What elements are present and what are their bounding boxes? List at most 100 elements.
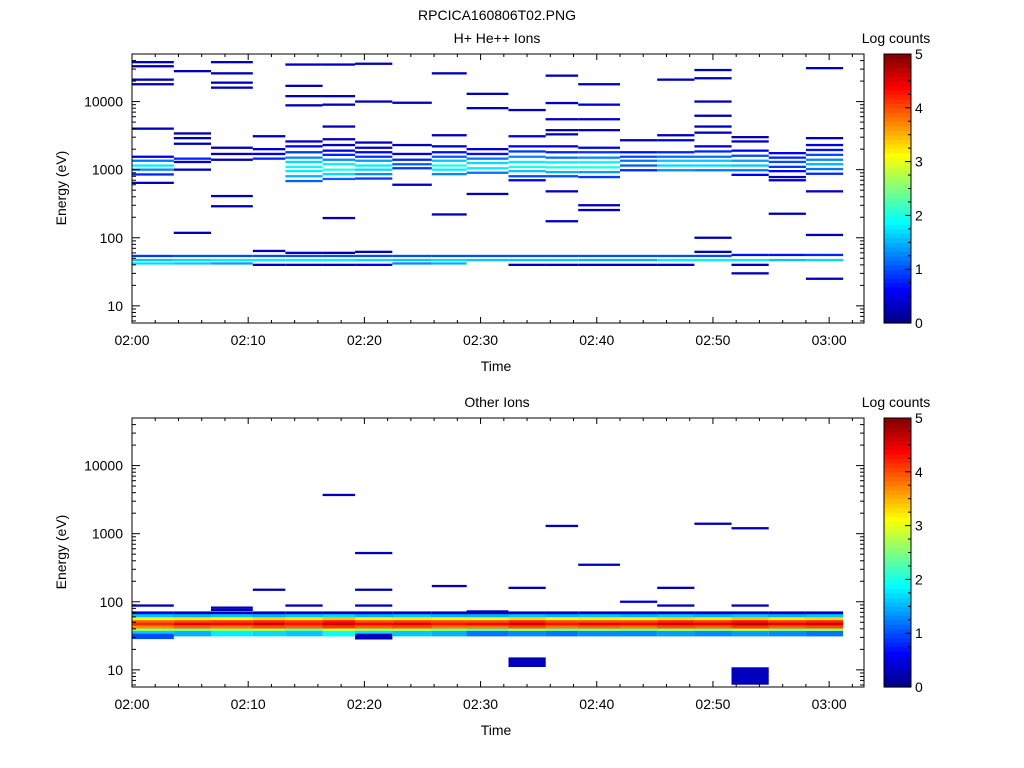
heatmap-cell xyxy=(355,611,393,617)
x-tick-label: 02:50 xyxy=(695,332,730,348)
heatmap-cell xyxy=(252,611,286,617)
heatmap-cell xyxy=(805,625,844,631)
heatmap-cell xyxy=(768,611,806,617)
colorbar-swatch xyxy=(884,67,911,73)
x-tick-label: 03:00 xyxy=(812,696,847,712)
heatmap-cell xyxy=(355,62,393,65)
heatmap-cell xyxy=(322,617,356,623)
heatmap-cell xyxy=(694,236,732,239)
heatmap-cell xyxy=(355,100,393,103)
heatmap-cell xyxy=(211,158,253,161)
heatmap-cell xyxy=(545,166,579,169)
colorbar-swatch xyxy=(884,246,911,252)
colorbar-swatch xyxy=(884,130,911,136)
heatmap-cell xyxy=(322,611,356,617)
heatmap-cell xyxy=(466,157,509,160)
heatmap-cell xyxy=(355,614,393,620)
heatmap-cell xyxy=(466,161,509,165)
heatmap-cell xyxy=(211,152,253,156)
heatmap-cell xyxy=(285,140,323,143)
heatmap-cell xyxy=(731,136,769,139)
heatmap-cell xyxy=(768,156,806,159)
heatmap-cell xyxy=(132,611,174,617)
heatmap-cell xyxy=(173,160,211,164)
heatmap-cell xyxy=(620,617,658,623)
colorbar-swatch xyxy=(884,215,911,221)
heatmap-cell xyxy=(355,551,393,555)
heatmap-cell xyxy=(132,159,174,162)
heatmap-cell xyxy=(578,263,620,266)
heatmap-cell xyxy=(578,617,620,623)
colorbar-swatch xyxy=(884,480,911,486)
figure-title: RPCICA160806T02.PNG xyxy=(418,7,576,23)
heatmap-cell xyxy=(285,160,323,164)
heatmap-cell xyxy=(508,175,546,178)
colorbar-swatch xyxy=(884,476,911,482)
heatmap-cell xyxy=(431,151,467,154)
heatmap-cell xyxy=(132,173,174,176)
heatmap-cell xyxy=(355,146,393,149)
heatmap-cell xyxy=(620,254,658,258)
heatmap-cell xyxy=(252,152,286,156)
heatmap-cell xyxy=(694,77,732,80)
colorbar-tick-label: 5 xyxy=(915,46,923,62)
heatmap-cell xyxy=(431,258,467,262)
heatmap-cell xyxy=(355,173,393,176)
colorbar-swatch xyxy=(884,242,911,248)
heatmap-cell xyxy=(731,625,769,631)
heatmap-cell xyxy=(431,134,467,137)
heatmap-cell xyxy=(694,100,732,103)
heatmap-cell xyxy=(132,258,174,262)
heatmap-cell xyxy=(805,631,844,637)
heatmap-cell xyxy=(657,625,695,631)
heatmap-cell xyxy=(466,617,509,623)
heatmap-cell xyxy=(285,631,323,637)
heatmap-cell xyxy=(805,611,844,617)
colorbar-swatch xyxy=(884,521,911,527)
heatmap-cell xyxy=(578,625,620,631)
heatmap-cell xyxy=(578,146,620,149)
colorbar-swatch xyxy=(884,539,911,545)
heatmap-cell xyxy=(620,625,658,631)
colorbar-tick-label: 2 xyxy=(915,207,923,223)
heatmap-cell xyxy=(392,262,432,265)
colorbar-swatch xyxy=(884,503,911,509)
colorbar-swatch xyxy=(884,556,911,563)
heatmap-cell xyxy=(392,614,432,620)
colorbar-swatch xyxy=(884,228,911,234)
heatmap-cell xyxy=(805,258,844,262)
heatmap-cell xyxy=(620,159,658,162)
colorbar-swatch xyxy=(884,489,911,495)
heatmap-cell xyxy=(694,614,732,620)
colorbar-swatch xyxy=(884,606,911,612)
y-axis-label: Energy (eV) xyxy=(53,515,69,590)
heatmap-cell xyxy=(578,166,620,169)
colorbar-swatch xyxy=(884,76,911,82)
heatmap-cell xyxy=(285,165,323,168)
heatmap-cell xyxy=(620,600,658,603)
heatmap-cell xyxy=(545,524,579,528)
colorbar-swatch xyxy=(884,624,911,630)
heatmap-cell xyxy=(694,258,732,262)
heatmap-cell xyxy=(578,631,620,637)
heatmap-cell xyxy=(466,254,509,258)
heatmap-cell xyxy=(132,155,174,158)
heatmap-cell xyxy=(173,614,211,620)
colorbar-swatch xyxy=(884,552,911,558)
heatmap-cell xyxy=(805,137,844,140)
heatmap-cell xyxy=(731,611,769,617)
colorbar-tick-label: 2 xyxy=(915,571,923,587)
heatmap-cell xyxy=(657,254,695,258)
colorbar-swatch xyxy=(884,148,911,154)
x-tick-label: 02:10 xyxy=(231,332,266,348)
heatmap-cell xyxy=(322,143,356,147)
heatmap-cell xyxy=(731,617,769,623)
colorbar-swatch xyxy=(884,570,911,576)
heatmap-cell xyxy=(768,212,806,215)
heatmap-cell xyxy=(731,675,769,681)
colorbar-swatch xyxy=(884,467,911,473)
heatmap-cell xyxy=(132,254,174,258)
heatmap-cell xyxy=(694,159,732,162)
heatmap-cell xyxy=(431,617,467,623)
y-axis-ticks: 10 100 1000 10000 xyxy=(84,417,864,686)
